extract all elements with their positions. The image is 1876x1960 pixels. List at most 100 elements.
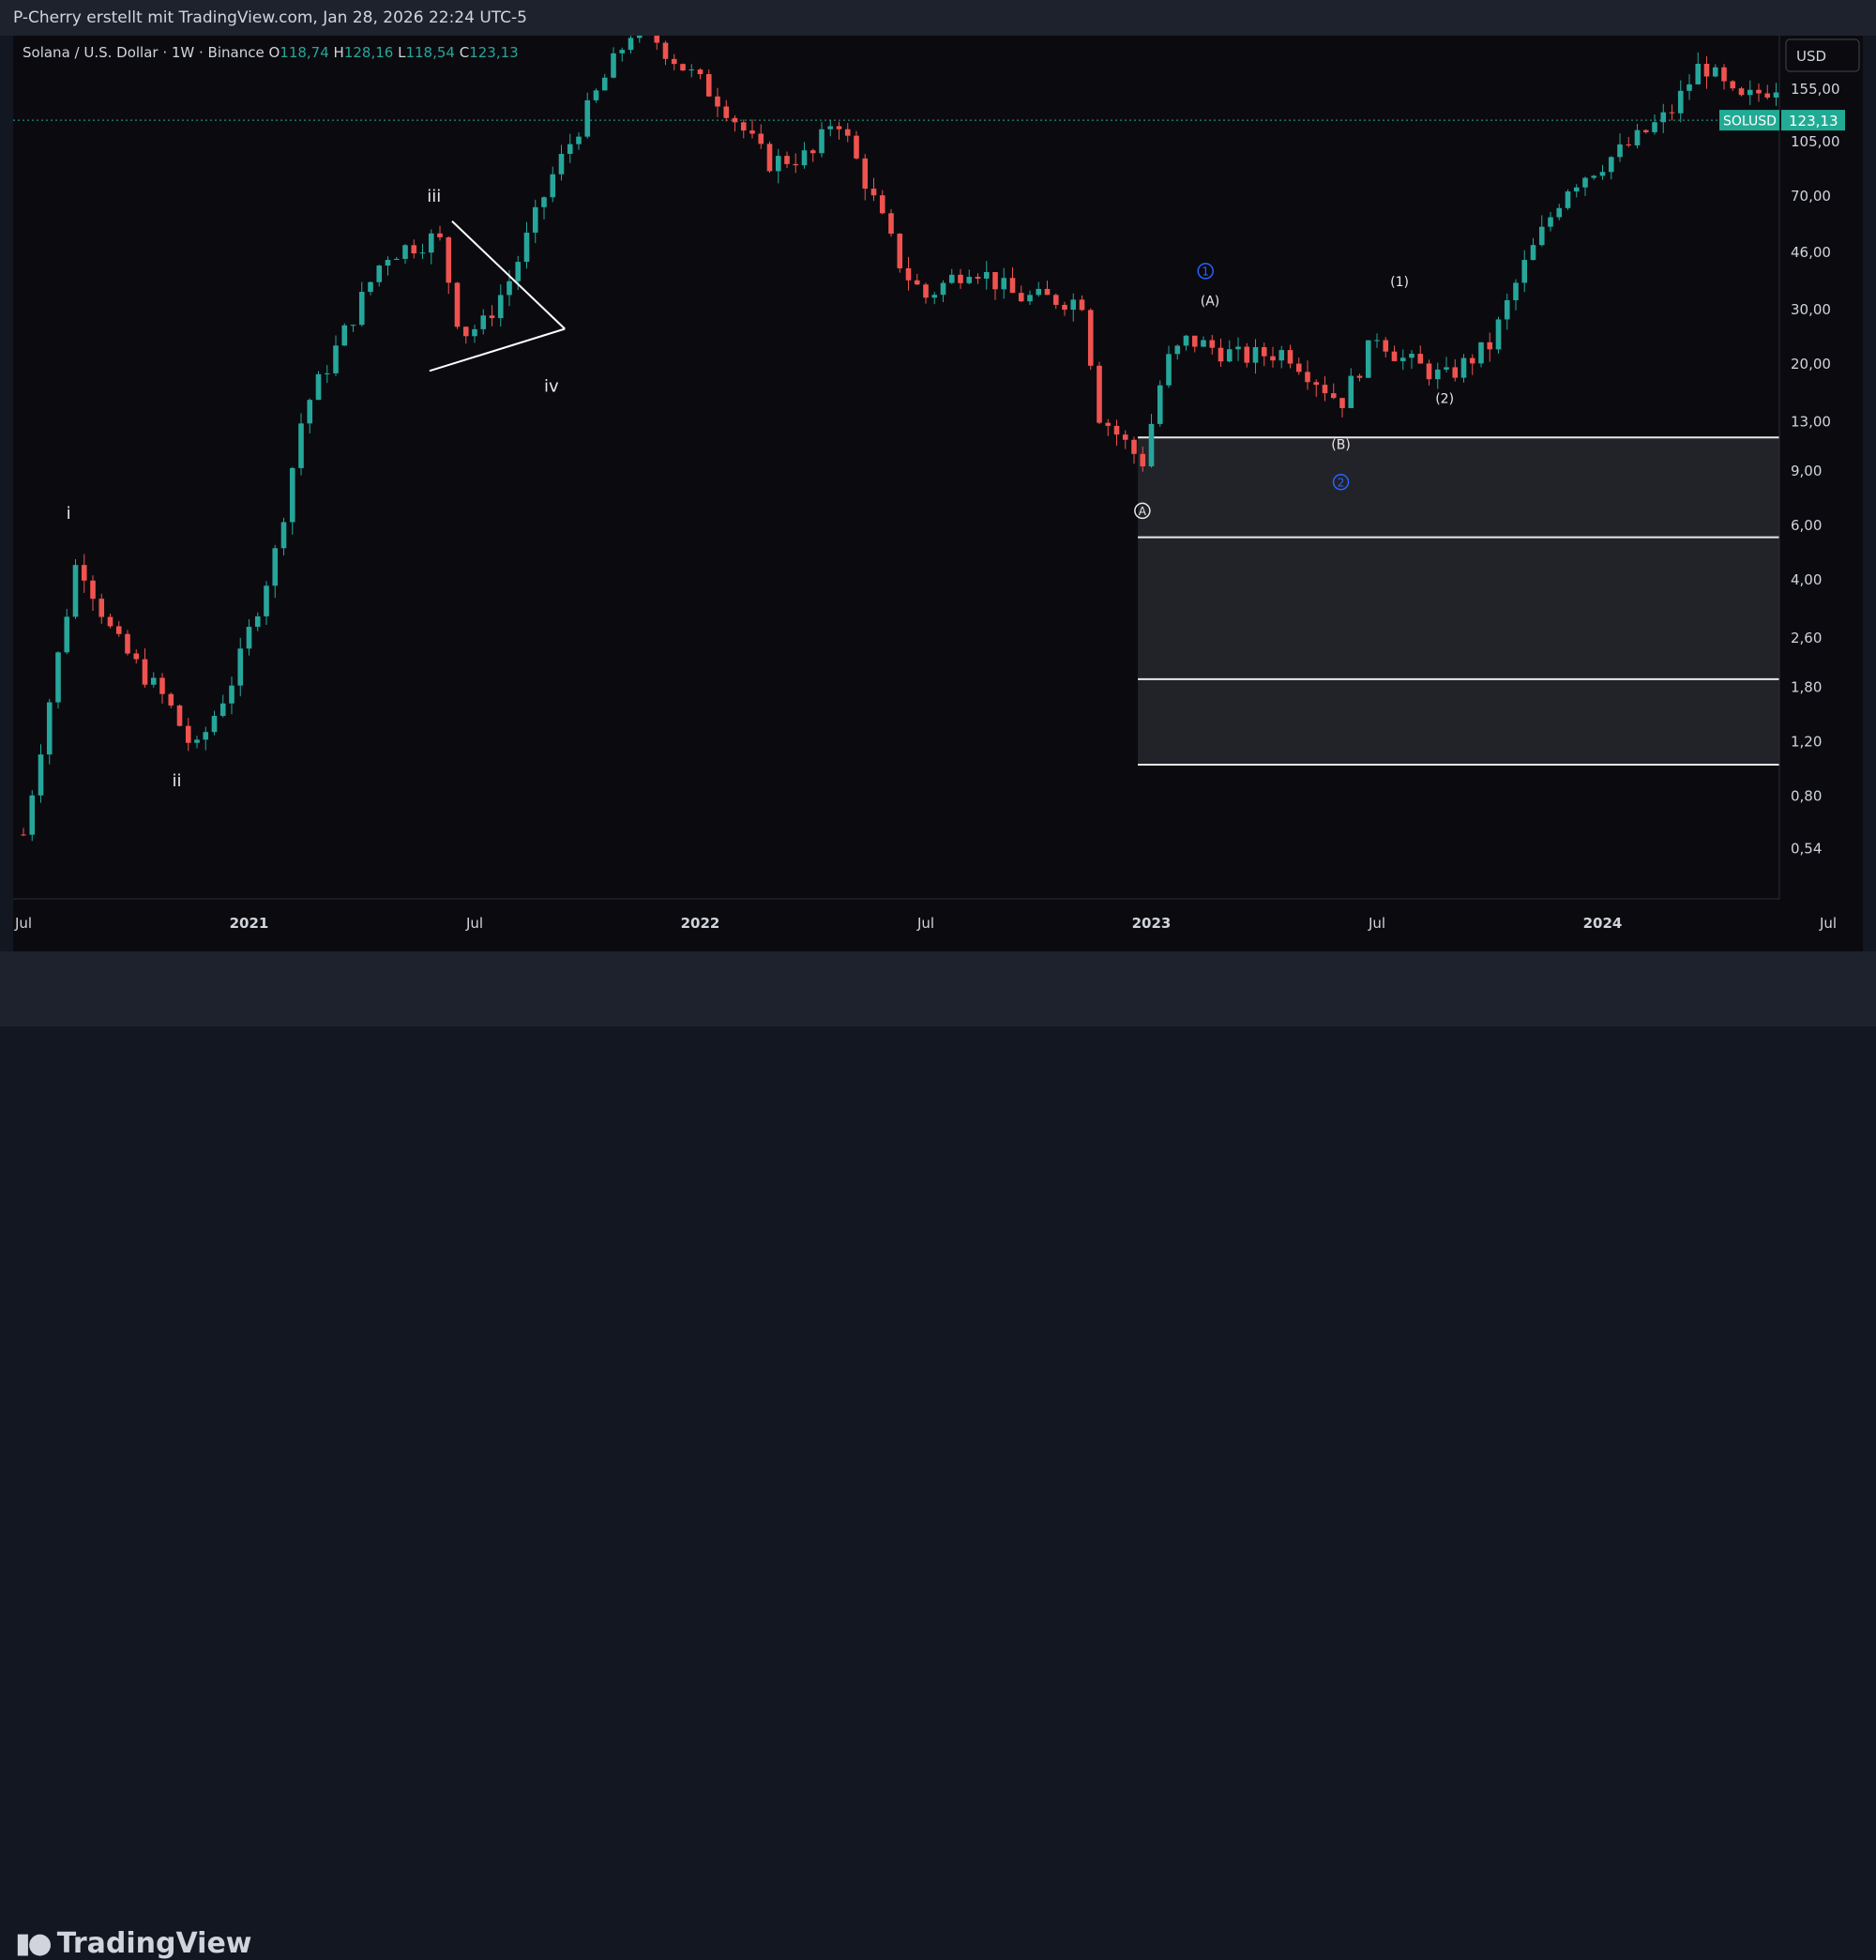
legend-part: 128,16 xyxy=(344,44,398,61)
candle-body xyxy=(385,260,391,266)
candle-body xyxy=(766,144,773,172)
candle-body xyxy=(437,233,443,237)
candle-body xyxy=(368,281,373,293)
y-tick-label: 2,60 xyxy=(1791,630,1822,646)
candle-body xyxy=(411,245,417,254)
candle-body xyxy=(1573,187,1580,192)
y-tick-label: 4,00 xyxy=(1791,571,1822,588)
candle-body xyxy=(1287,350,1294,364)
candle-body xyxy=(1001,278,1007,290)
ohlc-legend[interactable]: Solana / U.S. Dollar · 1W · Binance O118… xyxy=(23,44,519,61)
candle-body xyxy=(966,277,973,283)
triangle-trendline[interactable] xyxy=(429,327,566,372)
wave-label: iv xyxy=(544,377,559,397)
candle-body xyxy=(854,135,859,159)
candle-body xyxy=(975,277,981,279)
chart-svg[interactable]: 0,618 (837,90)0,5 (554,05)0,382 (366,36)… xyxy=(13,0,1876,951)
candle-body xyxy=(879,195,885,214)
candle-body xyxy=(159,677,165,694)
candle-body xyxy=(90,580,96,600)
candle-body xyxy=(81,565,87,581)
candle-body xyxy=(1599,172,1606,176)
legend-part: H xyxy=(334,44,344,61)
candle-body xyxy=(1356,375,1363,378)
candle-body xyxy=(523,232,530,263)
candle-body xyxy=(1235,346,1241,350)
candle-body xyxy=(697,69,704,75)
candle-body xyxy=(1027,295,1033,302)
time-axis[interactable] xyxy=(13,899,1863,951)
candle-body xyxy=(272,548,279,586)
symbol-tag[interactable] xyxy=(1719,110,1779,131)
candle-body xyxy=(150,677,157,685)
price-tag-label: 123,13 xyxy=(1789,113,1838,129)
y-tick-label: 0,80 xyxy=(1791,787,1822,804)
candle-body xyxy=(1070,299,1077,311)
candle-body xyxy=(1166,354,1172,386)
candle-body xyxy=(1052,295,1059,305)
candle-body xyxy=(1513,282,1519,300)
candle-body xyxy=(1295,363,1302,372)
candle-body xyxy=(1365,340,1371,378)
candle-body xyxy=(958,274,963,283)
candle-body xyxy=(98,599,105,617)
candle-body xyxy=(1626,144,1632,145)
y-tick-label: 46,00 xyxy=(1791,244,1831,261)
legend-part: O xyxy=(268,44,280,61)
tradingview-brand: TradingView xyxy=(56,1927,252,1960)
y-tick-label: 0,54 xyxy=(1791,841,1822,858)
candle-body xyxy=(203,732,209,740)
author-line: P-Cherry erstellt mit TradingView.com, J… xyxy=(13,8,527,27)
candle-body xyxy=(1521,260,1528,283)
candle-body xyxy=(341,325,348,346)
legend-part: 118,74 xyxy=(280,44,333,61)
candle-body xyxy=(862,158,869,190)
candle-body xyxy=(333,345,339,373)
candle-body xyxy=(636,14,643,38)
candle-body xyxy=(515,262,522,281)
candle-body xyxy=(809,150,816,154)
fib-zone-2[interactable] xyxy=(1138,437,1876,765)
tradingview-logo[interactable]: ▮● TradingView xyxy=(15,1927,252,1960)
candle-body xyxy=(611,53,616,78)
price-axis[interactable] xyxy=(1779,36,1863,899)
candle-body xyxy=(46,702,53,755)
candle-body xyxy=(21,834,26,836)
candle-body xyxy=(1087,310,1094,366)
candle-body xyxy=(64,616,70,653)
candle-body xyxy=(480,315,487,329)
candle-body xyxy=(142,659,148,685)
candle-body xyxy=(446,236,452,283)
wave-label: ii xyxy=(173,771,182,791)
candle-body xyxy=(237,648,244,686)
candle-body xyxy=(1383,340,1389,352)
candle-body xyxy=(1009,278,1016,294)
candle-body xyxy=(948,274,955,283)
triangle-trendline[interactable] xyxy=(451,220,566,330)
price-tag[interactable] xyxy=(1781,110,1845,131)
chart-area[interactable]: 0,618 (837,90)0,5 (554,05)0,382 (366,36)… xyxy=(13,0,1876,951)
candle-body xyxy=(289,467,295,523)
x-tick-label: Jul xyxy=(14,915,32,932)
currency-button[interactable] xyxy=(1785,38,1860,72)
candle-body xyxy=(1738,88,1745,96)
candle-body xyxy=(254,615,261,628)
candle-body xyxy=(550,174,556,198)
candle-body xyxy=(923,284,929,298)
candle-body xyxy=(55,652,61,703)
candle-body xyxy=(601,77,608,91)
candle-body xyxy=(819,129,825,154)
candle-body xyxy=(497,295,504,319)
y-tick-label: 155,00 xyxy=(1791,81,1840,98)
candle-body xyxy=(264,585,269,616)
wave-label: (3) xyxy=(1688,36,1707,37)
candle-body xyxy=(784,156,790,164)
candle-body xyxy=(1174,345,1181,355)
candle-body xyxy=(1565,191,1571,208)
candle-body xyxy=(1452,367,1459,378)
candle-body xyxy=(758,133,764,144)
candle-body xyxy=(827,126,834,129)
candle-body xyxy=(1330,393,1337,399)
candle-body xyxy=(1322,385,1328,394)
candle-body xyxy=(1105,422,1112,426)
